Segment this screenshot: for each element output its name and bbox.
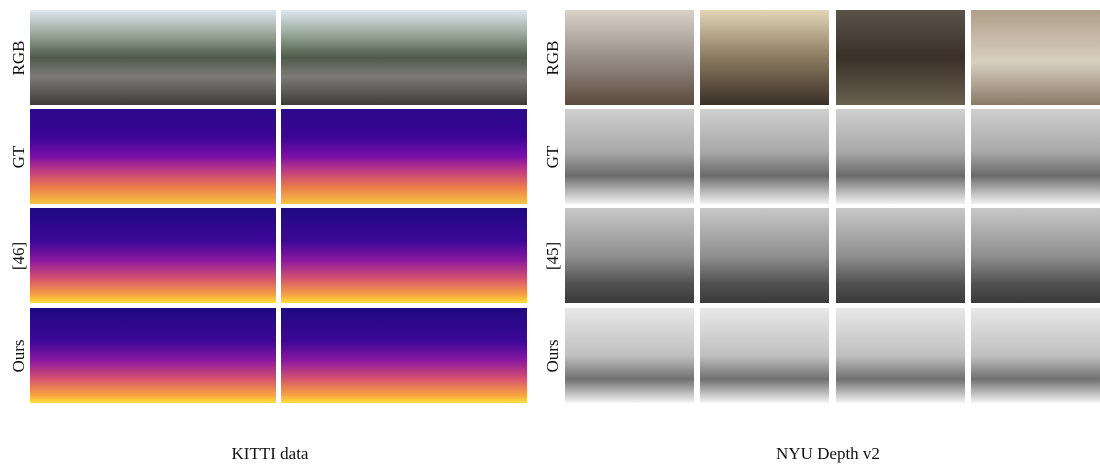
image-tile bbox=[971, 10, 1100, 105]
panel-caption: KITTI data bbox=[120, 444, 420, 464]
image-tile bbox=[281, 109, 527, 204]
row-label: GT bbox=[543, 109, 563, 205]
image-tile bbox=[30, 109, 276, 204]
image-tile bbox=[700, 308, 829, 403]
row-label: [45] bbox=[543, 208, 563, 304]
image-tile bbox=[836, 308, 965, 403]
image-tile bbox=[836, 10, 965, 105]
image-tile bbox=[971, 308, 1100, 403]
panel-caption: NYU Depth v2 bbox=[678, 444, 978, 464]
image-tile bbox=[565, 308, 694, 403]
image-tile bbox=[30, 10, 276, 105]
image-tile bbox=[700, 10, 829, 105]
image-tile bbox=[971, 109, 1100, 204]
row-label: RGB bbox=[9, 10, 29, 106]
image-tile bbox=[281, 10, 527, 105]
image-tile bbox=[836, 208, 965, 303]
row-label: [46] bbox=[9, 208, 29, 304]
row-label: GT bbox=[9, 109, 29, 205]
image-tile bbox=[565, 109, 694, 204]
image-tile bbox=[565, 208, 694, 303]
image-tile bbox=[971, 208, 1100, 303]
image-tile bbox=[700, 109, 829, 204]
figure: RGB GT [46] Ours KITTI data RGB GT [45] Ours NYU … bbox=[0, 0, 1100, 464]
row-label: RGB bbox=[543, 10, 563, 106]
image-tile bbox=[836, 109, 965, 204]
row-label: Ours bbox=[9, 308, 29, 404]
image-tile bbox=[30, 308, 276, 403]
image-tile bbox=[281, 208, 527, 303]
image-tile bbox=[700, 208, 829, 303]
image-tile bbox=[30, 208, 276, 303]
image-tile bbox=[565, 10, 694, 105]
image-tile bbox=[281, 308, 527, 403]
row-label: Ours bbox=[543, 308, 563, 404]
